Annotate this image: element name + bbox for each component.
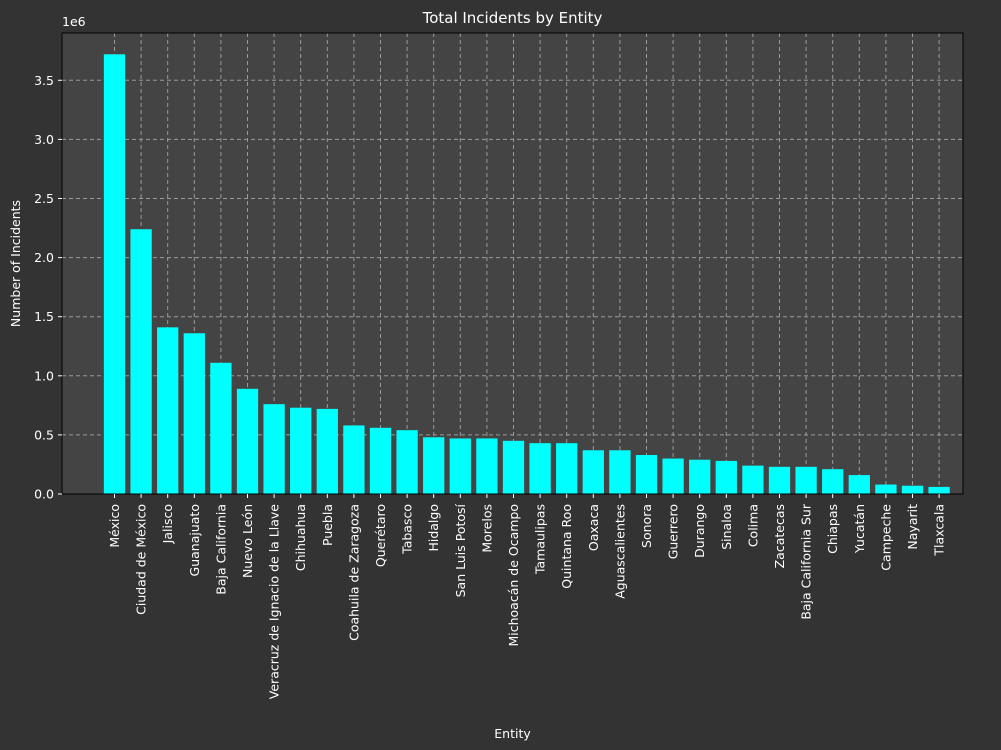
y-tick-label: 3.0 <box>34 132 54 147</box>
bar <box>848 475 870 494</box>
x-tick-label: Ciudad de México <box>134 504 149 615</box>
x-tick-label: Campeche <box>878 504 893 571</box>
x-tick-label: Yucatán <box>852 504 867 554</box>
x-tick-label: Aguascalientes <box>612 504 627 599</box>
bar <box>449 438 471 494</box>
x-tick-label: Jalisco <box>160 504 175 544</box>
bar <box>901 485 924 494</box>
bar <box>236 388 259 494</box>
x-tick-label: Tabasco <box>400 504 415 555</box>
x-tick-label: Guanajuato <box>187 504 202 576</box>
bar <box>742 465 764 494</box>
bar <box>423 437 445 494</box>
bar <box>715 460 737 494</box>
bar <box>476 438 498 494</box>
x-axis-title: Entity <box>494 726 531 741</box>
y-tick-label: 0.0 <box>34 487 54 502</box>
x-tick-label: Morelos <box>479 504 494 553</box>
x-tick-label: Nuevo León <box>240 504 255 578</box>
bar <box>263 404 285 494</box>
y-axis-title: Number of Incidents <box>8 200 23 327</box>
x-tick-label: Oaxaca <box>586 504 601 551</box>
x-tick-label: Chihuahua <box>293 504 308 571</box>
x-tick-label: Hidalgo <box>426 504 441 552</box>
bar <box>157 327 179 494</box>
y-tick-label: 3.5 <box>34 73 54 88</box>
x-tick-label: Sinaloa <box>719 504 734 550</box>
bar <box>768 466 791 494</box>
bar <box>928 486 950 494</box>
bar <box>582 450 604 494</box>
bar <box>316 408 338 494</box>
x-tick-label: Baja California Sur <box>799 503 814 620</box>
x-tick-label: Tlaxcala <box>932 504 947 557</box>
y-offset-label: 1e6 <box>62 14 86 29</box>
x-axis: México Ciudad de México Jalisco Guanajuato B… <box>107 494 947 699</box>
x-tick-label: Chiapas <box>825 504 840 554</box>
x-tick-label: Nayarit <box>905 504 920 550</box>
x-tick-label: Veracruz de Ignacio de la Llave <box>267 504 282 700</box>
x-tick-label: Zacatecas <box>772 504 787 568</box>
bar <box>183 333 205 494</box>
chart-title: Total Incidents by Entity <box>422 9 603 27</box>
bar <box>822 469 844 494</box>
y-tick-label: 1.0 <box>34 368 54 383</box>
x-tick-label: Colima <box>745 504 760 547</box>
bar <box>396 430 418 494</box>
bar <box>343 425 365 494</box>
bar <box>290 407 312 494</box>
bar <box>662 458 684 494</box>
bar <box>210 362 232 494</box>
x-tick-label: Querétaro <box>373 504 388 567</box>
y-tick-label: 2.0 <box>34 250 54 265</box>
bar <box>689 459 711 494</box>
bars <box>103 54 950 495</box>
x-tick-label: Tamaulipas <box>533 504 548 575</box>
bar <box>795 466 817 494</box>
x-tick-label: Durango <box>692 504 707 558</box>
x-tick-label: México <box>107 504 122 548</box>
bar <box>556 443 578 494</box>
x-tick-label: Baja California <box>213 504 228 595</box>
bar <box>875 484 897 494</box>
x-tick-label: Coahuila de Zaragoza <box>346 504 361 641</box>
y-tick-label: 2.5 <box>34 191 54 206</box>
bar <box>103 54 126 495</box>
bar <box>369 427 392 494</box>
bar <box>635 454 658 494</box>
bar <box>130 229 152 494</box>
y-axis: 0.0 0.5 1.0 1.5 2.0 2.5 3.0 3.5 <box>34 73 62 502</box>
x-tick-label: Sonora <box>639 504 654 548</box>
bar <box>529 443 551 494</box>
bar <box>502 440 525 494</box>
plot-frame <box>61 32 964 495</box>
x-tick-label: Michoacán de Ocampo <box>506 504 521 647</box>
y-tick-label: 0.5 <box>34 427 54 442</box>
x-tick-label: Guerrero <box>666 504 681 559</box>
bar <box>609 450 631 494</box>
x-tick-label: Quintana Roo <box>559 504 574 589</box>
x-tick-label: Puebla <box>320 504 335 546</box>
x-tick-label: San Luis Potosí <box>453 503 468 597</box>
y-tick-label: 1.5 <box>34 309 54 324</box>
